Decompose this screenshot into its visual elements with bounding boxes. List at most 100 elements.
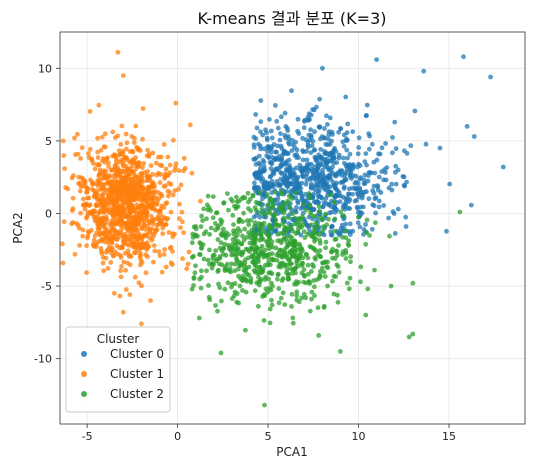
data-point bbox=[267, 236, 273, 241]
data-point bbox=[376, 174, 382, 180]
data-point bbox=[323, 141, 329, 147]
data-point bbox=[338, 349, 343, 354]
data-point bbox=[229, 246, 235, 252]
data-point bbox=[257, 237, 263, 243]
data-point bbox=[112, 163, 118, 169]
data-point bbox=[119, 226, 124, 232]
data-point bbox=[125, 227, 130, 232]
data-point bbox=[343, 248, 349, 253]
data-point bbox=[355, 151, 361, 157]
data-point bbox=[295, 263, 301, 269]
data-point bbox=[310, 175, 316, 181]
data-point bbox=[392, 119, 398, 125]
data-point bbox=[284, 189, 289, 194]
data-point bbox=[282, 160, 288, 166]
data-point bbox=[280, 253, 285, 259]
data-point bbox=[340, 155, 346, 161]
data-point bbox=[285, 151, 291, 156]
data-point bbox=[386, 215, 391, 221]
data-point bbox=[160, 231, 166, 237]
data-point bbox=[127, 292, 133, 297]
data-point bbox=[152, 230, 158, 236]
data-point bbox=[136, 218, 142, 224]
data-point bbox=[320, 204, 326, 210]
data-point bbox=[84, 243, 89, 249]
data-point bbox=[341, 213, 346, 219]
data-point bbox=[246, 222, 252, 228]
data-point bbox=[260, 196, 265, 202]
x-tick-label: 5 bbox=[265, 430, 272, 443]
data-point bbox=[201, 206, 207, 212]
data-point bbox=[226, 242, 231, 248]
data-point bbox=[289, 88, 294, 94]
data-point bbox=[93, 203, 99, 209]
data-point bbox=[117, 152, 123, 158]
data-point bbox=[290, 320, 296, 326]
data-point bbox=[338, 209, 344, 215]
data-point bbox=[77, 225, 82, 231]
data-point bbox=[383, 177, 389, 183]
data-point bbox=[208, 225, 214, 231]
data-point bbox=[112, 153, 117, 159]
data-point bbox=[308, 127, 313, 133]
data-point bbox=[274, 179, 280, 184]
data-point bbox=[328, 192, 333, 198]
data-point bbox=[191, 283, 196, 288]
data-point bbox=[109, 240, 115, 246]
data-point bbox=[226, 232, 232, 238]
data-point bbox=[343, 228, 348, 234]
data-point bbox=[318, 254, 324, 260]
data-point bbox=[207, 232, 213, 237]
data-point bbox=[298, 232, 304, 238]
data-point bbox=[382, 167, 387, 173]
data-point bbox=[71, 173, 76, 179]
data-point bbox=[309, 222, 314, 228]
data-point bbox=[393, 163, 399, 169]
data-point bbox=[305, 118, 311, 123]
data-point bbox=[254, 212, 259, 218]
data-point bbox=[159, 269, 165, 275]
data-point bbox=[421, 68, 427, 74]
data-point bbox=[273, 222, 278, 228]
data-point bbox=[389, 187, 395, 193]
data-point bbox=[367, 233, 372, 238]
data-point bbox=[86, 151, 91, 157]
data-point bbox=[352, 186, 358, 192]
data-point bbox=[404, 179, 409, 185]
data-point bbox=[170, 234, 176, 240]
data-point bbox=[129, 234, 135, 239]
data-point bbox=[270, 202, 276, 208]
data-point bbox=[262, 247, 268, 253]
data-point bbox=[372, 170, 378, 176]
data-point bbox=[218, 240, 224, 246]
data-point bbox=[316, 204, 322, 210]
data-point bbox=[132, 243, 138, 249]
data-point bbox=[75, 151, 81, 157]
data-point bbox=[358, 279, 363, 285]
data-point bbox=[344, 167, 350, 172]
data-point bbox=[118, 142, 124, 147]
data-point bbox=[250, 235, 256, 240]
data-point bbox=[321, 224, 327, 229]
data-point bbox=[192, 270, 198, 276]
data-point bbox=[100, 255, 106, 260]
data-point bbox=[146, 201, 152, 207]
data-point bbox=[324, 264, 330, 269]
data-point bbox=[140, 234, 146, 240]
data-point bbox=[348, 259, 353, 265]
data-point bbox=[148, 298, 153, 303]
data-point bbox=[181, 230, 187, 236]
data-point bbox=[151, 243, 157, 249]
data-point bbox=[70, 195, 76, 201]
data-point bbox=[274, 167, 280, 173]
data-point bbox=[168, 182, 174, 187]
data-point bbox=[124, 140, 130, 146]
data-point bbox=[363, 222, 368, 227]
data-point bbox=[87, 146, 93, 152]
data-point bbox=[249, 227, 255, 233]
data-point bbox=[122, 237, 128, 243]
data-point bbox=[344, 130, 350, 136]
data-point bbox=[176, 186, 181, 192]
data-point bbox=[265, 144, 271, 150]
legend-items: Cluster 0 Cluster 1 Cluster 2 bbox=[81, 347, 164, 401]
